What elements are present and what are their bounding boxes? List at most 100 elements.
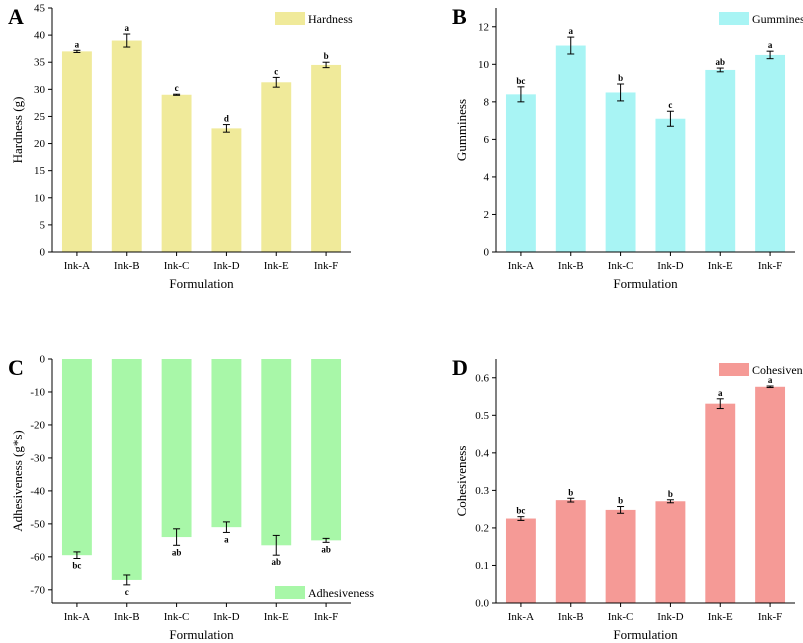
legend-label: Gumminess [752, 12, 803, 26]
significance-letter: b [618, 496, 623, 506]
y-tick-label: 0.0 [475, 598, 489, 610]
bar [705, 69, 736, 252]
bar [311, 359, 342, 541]
significance-letter: b [324, 51, 329, 61]
legend-swatch [719, 363, 749, 376]
bar [261, 82, 292, 252]
legend-swatch [275, 12, 305, 25]
bar [705, 403, 736, 603]
y-tick-label: 0.3 [475, 485, 489, 497]
y-tick-label: -20 [30, 419, 45, 431]
y-tick-label: 30 [34, 84, 46, 96]
y-tick-label: 0 [484, 247, 490, 259]
significance-letter: bc [516, 76, 525, 86]
significance-letter: bc [72, 560, 81, 570]
panel-label: A [8, 4, 24, 29]
y-tick-label: 15 [34, 165, 46, 177]
x-axis-title: Formulation [169, 627, 234, 642]
bar [655, 118, 686, 252]
x-tick-label: Ink-D [657, 260, 683, 272]
significance-letter: ab [715, 57, 725, 67]
significance-letter: a [768, 40, 773, 50]
x-tick-label: Ink-E [708, 260, 733, 272]
bar [161, 359, 192, 538]
y-tick-label: 2 [484, 209, 490, 221]
y-tick-label: 25 [34, 111, 46, 123]
x-tick-label: Ink-B [114, 611, 140, 623]
x-tick-label: Ink-A [64, 260, 90, 272]
y-tick-label: 20 [34, 138, 46, 150]
x-tick-label: Ink-E [264, 260, 289, 272]
bar [505, 518, 536, 603]
y-tick-label: 12 [478, 21, 489, 33]
bar [211, 359, 242, 528]
y-tick-label: -70 [30, 584, 45, 596]
y-axis-title: Hardness (g) [10, 97, 25, 164]
bar [555, 45, 586, 253]
panel-label: C [8, 355, 24, 380]
significance-letter: a [125, 23, 130, 33]
panel-label: B [452, 4, 467, 29]
bar [605, 92, 636, 252]
significance-letter: ab [271, 557, 281, 567]
x-tick-label: Ink-E [264, 611, 289, 623]
x-axis-title: Formulation [169, 276, 234, 291]
legend-label: Hardness [308, 12, 353, 26]
significance-letter: a [718, 388, 723, 398]
significance-letter: a [768, 375, 773, 385]
x-tick-label: Ink-D [213, 611, 239, 623]
bar [555, 500, 586, 603]
y-axis-title: Adhesiveness (g*s) [10, 430, 25, 531]
significance-letter: bc [516, 506, 525, 516]
y-tick-label: 0.6 [475, 372, 489, 384]
bar [655, 501, 686, 603]
significance-letter: b [668, 489, 673, 499]
legend-label: Adhesiveness [308, 586, 374, 600]
x-axis-title: Formulation [613, 276, 678, 291]
significance-letter: c [274, 66, 278, 76]
panel-c: bc c ab a ab ab 0 -10 -20 -30 -40 -50 -60 -70 Ink-A Ink… [8, 354, 374, 643]
x-tick-label: Ink-C [608, 611, 634, 623]
x-tick-label: Ink-F [758, 260, 782, 272]
bar [111, 359, 142, 580]
bar [605, 509, 636, 603]
y-tick-label: 4 [484, 171, 490, 183]
y-tick-label: 45 [34, 3, 46, 15]
y-tick-label: 5 [40, 219, 46, 231]
y-tick-label: 40 [34, 30, 46, 42]
x-tick-label: Ink-B [558, 260, 584, 272]
significance-letter: d [224, 114, 229, 124]
significance-letter: a [569, 26, 574, 36]
significance-letter: c [125, 587, 129, 597]
x-axis-title: Formulation [613, 627, 678, 642]
x-tick-label: Ink-C [164, 260, 190, 272]
x-tick-label: Ink-A [508, 611, 534, 623]
y-tick-label: 0 [40, 247, 46, 259]
y-tick-label: 0.1 [475, 560, 489, 572]
bar [505, 94, 536, 252]
bar [311, 64, 342, 252]
x-tick-label: Ink-F [314, 260, 338, 272]
y-tick-label: 8 [484, 96, 490, 108]
legend-swatch [719, 12, 749, 25]
y-tick-label: 0 [40, 354, 46, 366]
y-tick-label: -50 [30, 518, 45, 530]
y-tick-label: -10 [30, 386, 45, 398]
y-tick-label: 10 [34, 192, 46, 204]
significance-letter: b [568, 487, 573, 497]
panel-a: a a c d c b 0 5 10 15 20 25 30 35 40 45 Ink-A Ink-B Ink-C I… [8, 3, 353, 292]
bar [261, 359, 292, 546]
y-tick-label: -40 [30, 485, 45, 497]
x-tick-label: Ink-F [758, 611, 782, 623]
legend-swatch [275, 586, 305, 599]
y-tick-label: 6 [484, 134, 490, 146]
significance-letter: b [618, 73, 623, 83]
y-tick-label: 10 [478, 59, 490, 71]
bar [211, 128, 242, 252]
significance-letter: ab [321, 544, 331, 554]
y-tick-label: 0.2 [475, 522, 489, 534]
bar [755, 386, 786, 603]
y-axis-title: Cohesiveness [454, 446, 469, 517]
